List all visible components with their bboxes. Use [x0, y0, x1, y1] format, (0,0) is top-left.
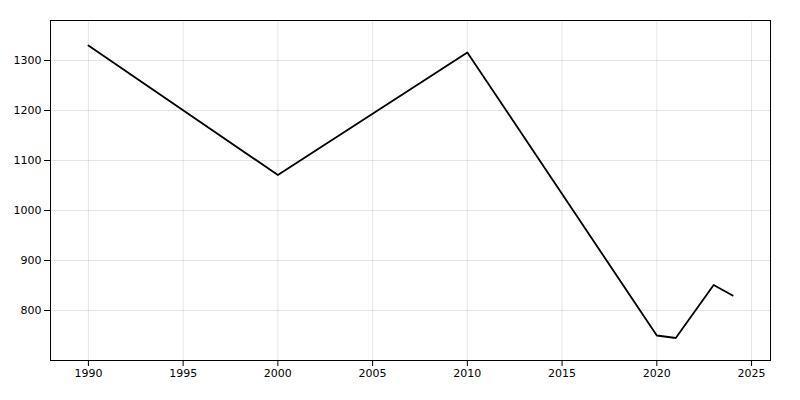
- svg-text:1990: 1990: [74, 367, 102, 380]
- svg-text:800: 800: [21, 304, 42, 317]
- svg-text:2015: 2015: [548, 367, 576, 380]
- svg-text:1300: 1300: [14, 54, 42, 67]
- svg-text:1200: 1200: [14, 104, 42, 117]
- svg-text:900: 900: [21, 254, 42, 267]
- svg-text:2025: 2025: [738, 367, 766, 380]
- svg-text:1100: 1100: [14, 154, 42, 167]
- svg-text:1995: 1995: [169, 367, 197, 380]
- svg-text:2010: 2010: [453, 367, 481, 380]
- svg-text:2000: 2000: [264, 367, 292, 380]
- svg-text:2005: 2005: [359, 367, 387, 380]
- svg-text:2020: 2020: [643, 367, 671, 380]
- svg-text:1000: 1000: [14, 204, 42, 217]
